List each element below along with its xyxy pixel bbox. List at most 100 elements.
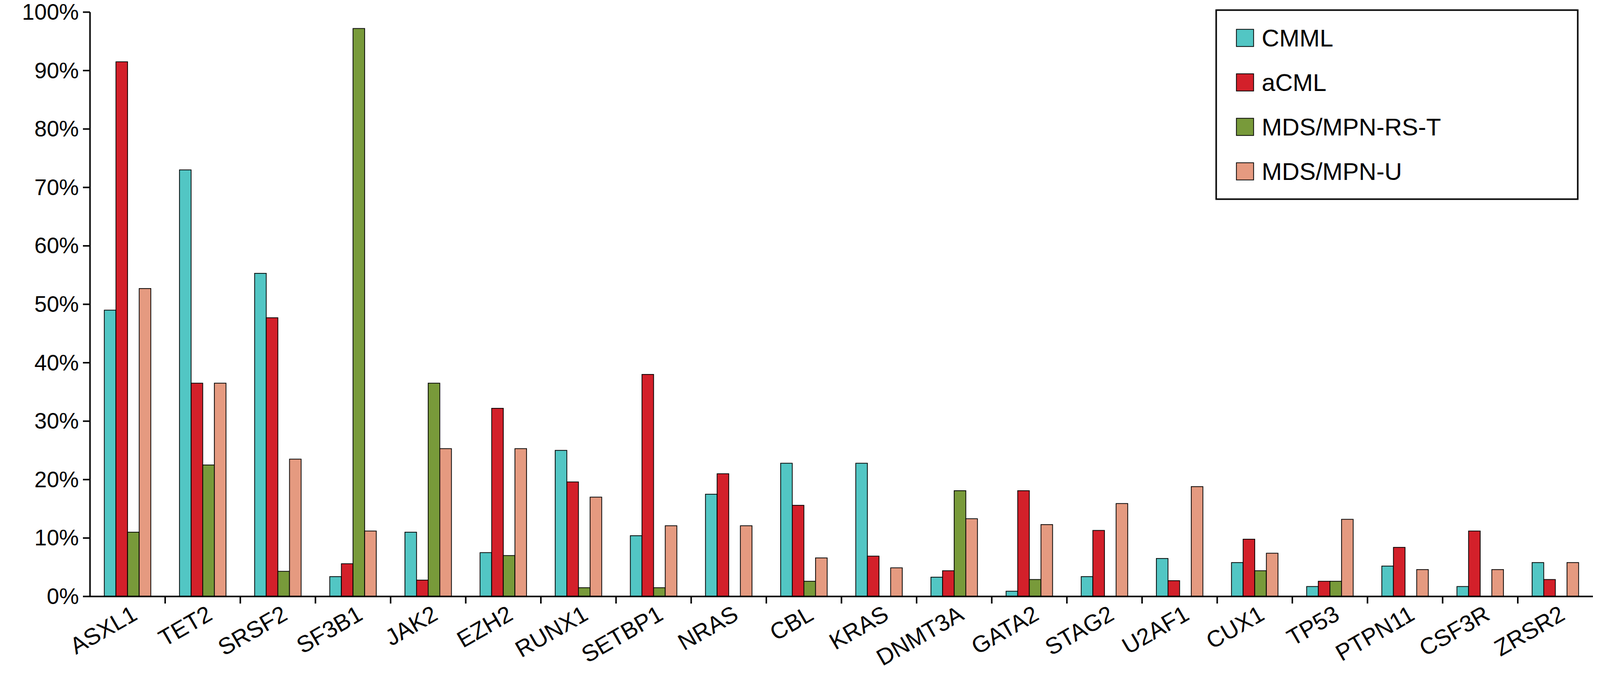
x-tick xyxy=(239,596,242,604)
bar xyxy=(1456,586,1469,597)
x-tick-label: RUNX1 xyxy=(510,600,593,663)
y-tick-label: 0% xyxy=(46,584,79,609)
bar xyxy=(555,450,567,597)
bar xyxy=(1254,570,1267,597)
x-tick-label: SF3B1 xyxy=(291,600,367,659)
bar xyxy=(254,273,267,597)
bar xyxy=(705,494,718,597)
bar xyxy=(954,491,966,597)
x-tick-label: U2AF1 xyxy=(1117,600,1194,660)
bars xyxy=(104,28,1579,597)
bar xyxy=(115,61,128,597)
bar xyxy=(416,580,429,597)
y-tick-label: 100% xyxy=(21,0,79,25)
bar xyxy=(514,449,527,597)
x-tick xyxy=(314,596,317,604)
bar xyxy=(1382,566,1394,597)
x-tick xyxy=(1065,596,1068,604)
y-tick xyxy=(82,420,91,423)
bar xyxy=(289,459,302,597)
y-tick xyxy=(82,362,91,364)
x-tick-label: SETBP1 xyxy=(576,600,668,669)
bar xyxy=(1543,579,1556,597)
bar xyxy=(653,588,666,597)
bar xyxy=(1318,581,1330,597)
x-tick-label: CUX1 xyxy=(1201,600,1269,655)
bar xyxy=(1029,579,1042,597)
x-tick xyxy=(615,596,617,604)
x-tick-label: SRSF2 xyxy=(213,600,292,661)
bar xyxy=(127,532,140,597)
y-tick-label: 30% xyxy=(34,408,79,434)
x-tick-label: CBL xyxy=(765,600,818,647)
bar xyxy=(1567,562,1579,597)
bar xyxy=(1491,569,1504,597)
bar xyxy=(855,463,868,597)
x-tick-label: NRAS xyxy=(673,600,743,656)
bar xyxy=(1329,581,1342,597)
x-tick-label: EZH2 xyxy=(452,600,517,654)
legend: CMMLaCMLMDS/MPN-RS-TMDS/MPN-U xyxy=(1216,10,1578,200)
bar xyxy=(1341,519,1354,597)
y-tick-label: 90% xyxy=(34,58,79,83)
bar xyxy=(740,525,752,597)
bar xyxy=(1081,576,1093,597)
y-tick xyxy=(82,478,91,481)
bar xyxy=(278,571,290,597)
bar xyxy=(352,28,365,597)
bar xyxy=(1156,558,1169,597)
x-tick xyxy=(1517,596,1519,604)
legend-label: MDS/MPN-RS-T xyxy=(1261,113,1442,141)
bar xyxy=(405,532,417,597)
y-tick-label: 10% xyxy=(34,525,79,551)
bar xyxy=(341,563,353,597)
x-tick xyxy=(690,596,692,604)
legend-label: MDS/MPN-U xyxy=(1261,158,1402,186)
bar xyxy=(642,374,654,597)
y-tick-label: 50% xyxy=(34,291,79,317)
x-tick xyxy=(389,596,392,604)
x-tick-label: GATA2 xyxy=(966,600,1044,660)
x-tick xyxy=(465,596,467,604)
bar xyxy=(890,567,903,597)
bar xyxy=(503,555,515,597)
bar xyxy=(792,505,805,597)
bar xyxy=(179,169,192,597)
y-tick-label: 40% xyxy=(34,350,79,376)
bar xyxy=(329,576,342,597)
x-tick xyxy=(1441,596,1444,604)
x-tick xyxy=(540,596,542,604)
y-tick xyxy=(82,11,91,14)
bar xyxy=(566,481,579,597)
bar xyxy=(1242,539,1255,597)
x-tick xyxy=(765,596,768,604)
bar xyxy=(1092,530,1105,597)
bar xyxy=(590,497,602,597)
y-tick xyxy=(82,128,91,130)
bar xyxy=(1191,486,1204,597)
legend-swatch xyxy=(1236,29,1254,47)
bar xyxy=(867,556,879,597)
legend-swatch xyxy=(1236,73,1254,92)
x-tick-label: TET2 xyxy=(153,600,216,652)
bar xyxy=(780,463,793,597)
bar xyxy=(1116,503,1128,597)
legend-box xyxy=(1216,10,1578,200)
y-tick-label: 60% xyxy=(34,233,79,258)
x-tick-label: CSF3R xyxy=(1414,600,1494,662)
y-tick xyxy=(82,186,91,189)
x-tick-label: DNMT3A xyxy=(871,600,968,672)
x-tick xyxy=(1216,596,1219,604)
bar xyxy=(439,449,452,597)
y-tick xyxy=(82,537,91,540)
x-tick-label: ZRSR2 xyxy=(1489,600,1570,662)
bar xyxy=(1306,586,1319,597)
x-tick-label: STAG2 xyxy=(1040,600,1119,661)
bar xyxy=(1168,581,1180,597)
bar xyxy=(1468,531,1481,597)
bar xyxy=(104,310,116,597)
bar xyxy=(1006,591,1018,597)
bar xyxy=(804,581,816,597)
x-tick-label: JAK2 xyxy=(380,600,442,652)
x-tick-label: ASXL1 xyxy=(65,600,142,660)
